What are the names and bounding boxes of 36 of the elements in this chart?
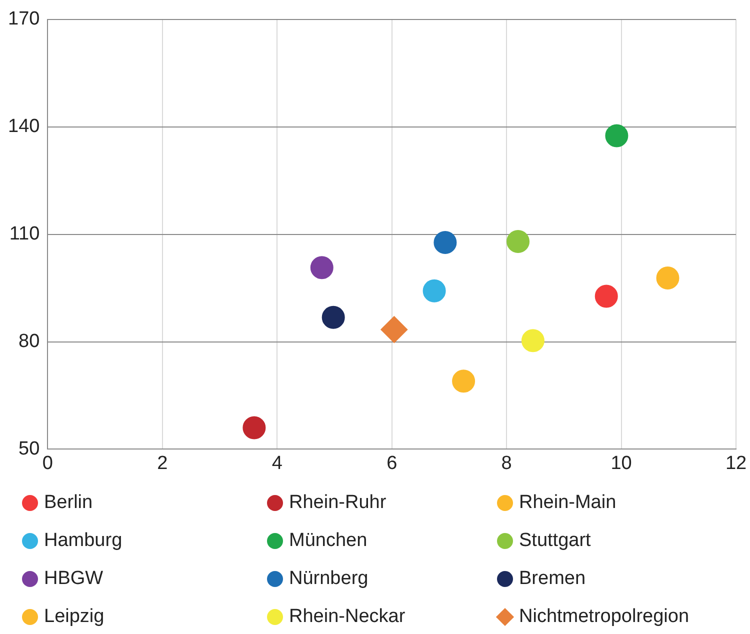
x-tick-label: 10 xyxy=(610,452,632,474)
y-tick-label: 170 xyxy=(8,8,40,30)
point xyxy=(506,230,530,253)
point xyxy=(605,124,628,148)
y-tick-label: 80 xyxy=(18,330,40,352)
legend-label: Nürnberg xyxy=(288,568,370,590)
legend-label: Rhein-Neckar xyxy=(288,606,406,628)
x-tick-label: 6 xyxy=(386,452,398,474)
point xyxy=(310,256,334,280)
legend-label: HBGW xyxy=(43,568,104,590)
point xyxy=(452,370,476,393)
x-tick-label: 0 xyxy=(42,452,53,474)
y-tick-label: 110 xyxy=(9,224,40,245)
point xyxy=(521,329,544,352)
point xyxy=(434,231,457,254)
y-tick-label: 50 xyxy=(18,438,40,460)
point xyxy=(322,306,345,329)
legend-label: Rhein-Ruhr xyxy=(288,492,388,514)
legend-label: Hamburg xyxy=(43,530,124,552)
point xyxy=(656,266,680,290)
point xyxy=(422,279,446,302)
x-tick-label: 8 xyxy=(501,452,512,474)
x-tick-label: 12 xyxy=(725,452,747,474)
x-tick-label: 2 xyxy=(157,452,168,474)
legend-label: München xyxy=(288,530,368,552)
point xyxy=(380,316,408,344)
legend-label: Berlin xyxy=(43,492,94,514)
x-tick-label: 4 xyxy=(272,452,283,474)
legend-label: Stuttgart xyxy=(518,530,592,552)
legend-label: Nichtmetropolregion xyxy=(518,606,690,628)
point xyxy=(242,416,266,440)
legend-label: Leipzig xyxy=(43,606,106,628)
legend-label: Bremen xyxy=(518,568,587,590)
legend-label: Rhein-Main xyxy=(518,492,618,514)
y-tick-label: 140 xyxy=(8,116,40,138)
point xyxy=(594,284,618,308)
